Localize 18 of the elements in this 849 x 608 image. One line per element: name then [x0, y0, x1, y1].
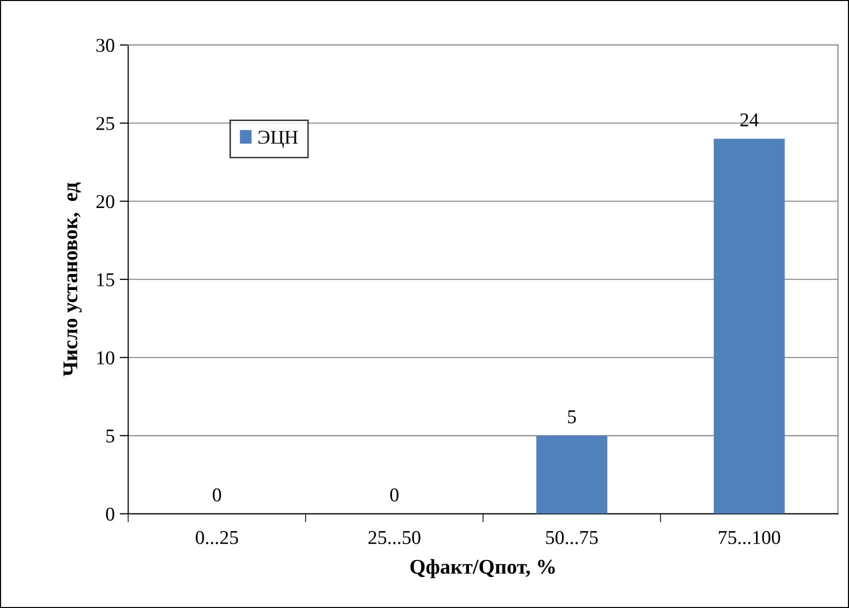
y-tick-label: 20	[96, 195, 114, 208]
x-tick-label: 0...25	[196, 530, 238, 544]
data-label: 24	[740, 113, 759, 126]
y-tick-label: 25	[96, 116, 114, 130]
x-axis-title: Qфакт/Qпот, %	[410, 559, 555, 578]
x-tick-label: 25...50	[368, 530, 420, 544]
x-tick-label: 75...100	[718, 530, 780, 544]
y-tick-label: 5	[106, 430, 114, 443]
x-tick-label: 50...75	[546, 530, 598, 544]
y-tick-label: 10	[97, 351, 114, 364]
y-axis-title: Число установок, ед	[64, 182, 82, 376]
y-tick-label: 15	[97, 273, 114, 286]
y-tick-label: 0	[106, 508, 114, 521]
data-label: 0	[390, 488, 398, 502]
legend-label: ЭЦН	[258, 130, 298, 148]
data-label: 5	[568, 410, 576, 424]
y-tick-label: 30	[96, 38, 114, 52]
data-label: 0	[212, 488, 222, 502]
